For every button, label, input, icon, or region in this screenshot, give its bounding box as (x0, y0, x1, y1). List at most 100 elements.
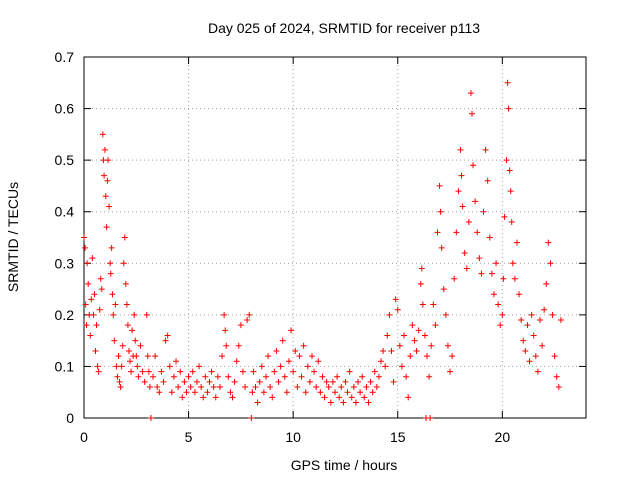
y-tick-label: 0.1 (55, 358, 75, 374)
data-point (125, 347, 132, 354)
data-point (329, 378, 336, 385)
data-point (265, 353, 272, 360)
data-point (107, 270, 114, 277)
data-point (382, 363, 389, 370)
y-tick-label: 0.3 (55, 255, 75, 271)
data-point (109, 291, 116, 298)
data-point (469, 110, 476, 117)
data-point (325, 384, 332, 391)
data-point (121, 234, 128, 241)
data-point (323, 378, 330, 385)
data-point (308, 353, 315, 360)
data-point (104, 177, 111, 184)
data-point (534, 368, 541, 375)
data-point (484, 177, 491, 184)
data-point (511, 275, 518, 282)
data-point (152, 353, 159, 360)
data-point (221, 311, 228, 318)
data-point (137, 342, 144, 349)
data-point (438, 244, 445, 251)
data-point (139, 368, 146, 375)
x-tick-label: 5 (185, 429, 193, 445)
data-point (451, 275, 458, 282)
data-point (407, 353, 414, 360)
data-point (248, 415, 255, 421)
data-point (447, 368, 454, 375)
data-point (415, 327, 422, 334)
data-point (398, 363, 405, 370)
data-point (117, 384, 124, 391)
data-point (476, 255, 483, 262)
data-point (106, 203, 113, 210)
data-point (123, 301, 130, 308)
data-point (442, 311, 449, 318)
data-point (170, 373, 177, 380)
data-point (340, 399, 347, 406)
data-point (244, 317, 251, 324)
data-point (388, 347, 395, 354)
data-point (281, 373, 288, 380)
data-point (260, 389, 267, 396)
data-point (375, 373, 382, 380)
data-point (493, 260, 500, 267)
data-point (520, 337, 527, 344)
data-point (458, 172, 465, 179)
data-point (175, 384, 182, 391)
data-point (183, 389, 190, 396)
x-tick-label: 15 (390, 429, 406, 445)
data-point (524, 322, 531, 329)
data-point (459, 203, 466, 210)
y-tick-label: 0.5 (55, 152, 75, 168)
data-point (156, 389, 163, 396)
data-point (233, 358, 240, 365)
data-point (403, 373, 410, 380)
data-point (198, 384, 205, 391)
data-point (231, 378, 238, 385)
data-point (134, 363, 141, 370)
data-point (179, 394, 186, 401)
data-point (102, 193, 109, 200)
data-point (258, 363, 265, 370)
x-tick-labels: 0 5 10 15 20 (80, 429, 510, 445)
data-point (294, 384, 301, 391)
data-point (541, 306, 548, 313)
data-point (367, 378, 374, 385)
data-point (384, 332, 391, 339)
data-point (108, 244, 115, 251)
data-point (503, 157, 510, 164)
data-point (290, 368, 297, 375)
data-point (212, 394, 219, 401)
data-point (311, 368, 318, 375)
data-point (418, 265, 425, 272)
data-point (497, 322, 504, 329)
data-point (133, 353, 140, 360)
data-point (132, 337, 139, 344)
data-point (250, 368, 257, 375)
data-point (434, 229, 441, 236)
data-point (495, 301, 502, 308)
data-point (120, 260, 127, 267)
data-point (191, 389, 198, 396)
data-point (112, 301, 119, 308)
data-point (92, 347, 99, 354)
data-point (449, 353, 456, 360)
data-point (144, 353, 151, 360)
data-point (482, 146, 489, 153)
data-point (166, 363, 173, 370)
data-point (292, 347, 299, 354)
data-point (146, 384, 153, 391)
data-point (543, 280, 550, 287)
data-point (551, 353, 558, 360)
data-point (334, 373, 341, 380)
data-point (327, 399, 334, 406)
data-point (465, 219, 472, 226)
data-point (298, 373, 305, 380)
data-point (103, 224, 110, 231)
data-point (417, 280, 424, 287)
data-point (214, 373, 221, 380)
data-point (317, 389, 324, 396)
data-point (427, 415, 434, 421)
data-point (508, 219, 515, 226)
data-point (101, 146, 108, 153)
data-point (225, 373, 232, 380)
